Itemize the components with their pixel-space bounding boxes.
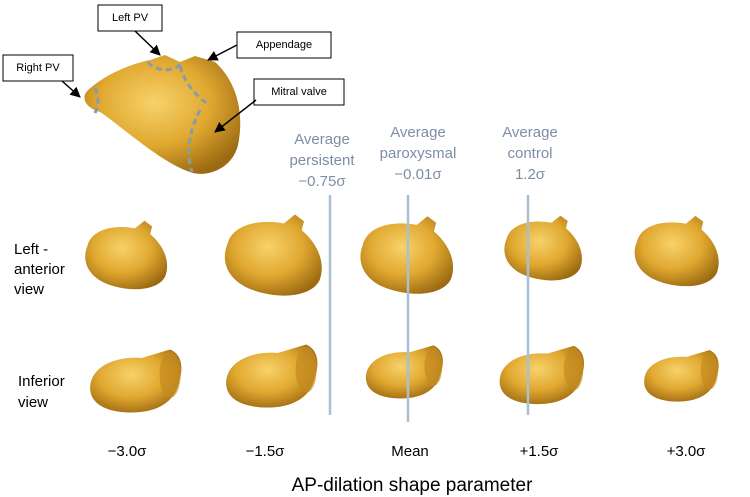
atrium-model [84,55,241,174]
column-label: +3.0σ [667,443,707,460]
callout-label: Appendage [256,39,312,51]
average-label: Average [502,124,558,141]
callouts: Left PV Appendage Right PV Mitral valve [2,4,345,133]
average-label: control [507,145,552,162]
average-label: −0.75σ [298,173,346,190]
callout-label: Right PV [16,62,60,74]
row-label: view [14,281,44,298]
axis-title: AP-dilation shape parameter [292,475,533,496]
average-label: 1.2σ [515,166,546,183]
column-label: +1.5σ [520,443,560,460]
column-labels: −3.0σ −1.5σ Mean +1.5σ +3.0σ [108,443,707,460]
average-label: Average [294,131,350,148]
average-label: Average [390,124,446,141]
inferior-shapes [90,344,719,413]
row-labels: Left - anterior view Inferior view [14,241,65,411]
column-label: −1.5σ [246,443,286,460]
average-labels: Average persistent −0.75σ Average paroxy… [289,124,557,190]
callout-label: Mitral valve [271,86,327,98]
average-label: persistent [289,152,355,169]
row-label: anterior [14,261,65,278]
anterior-shapes [85,214,719,296]
average-label: −0.01σ [394,166,442,183]
row-label: Inferior [18,373,65,390]
average-label: paroxysmal [380,145,457,162]
row-label: view [18,394,48,411]
callout-label: Left PV [112,12,149,24]
row-label: Left - [14,241,48,258]
column-label: Mean [391,443,429,460]
column-label: −3.0σ [108,443,148,460]
average-lines [328,195,530,422]
